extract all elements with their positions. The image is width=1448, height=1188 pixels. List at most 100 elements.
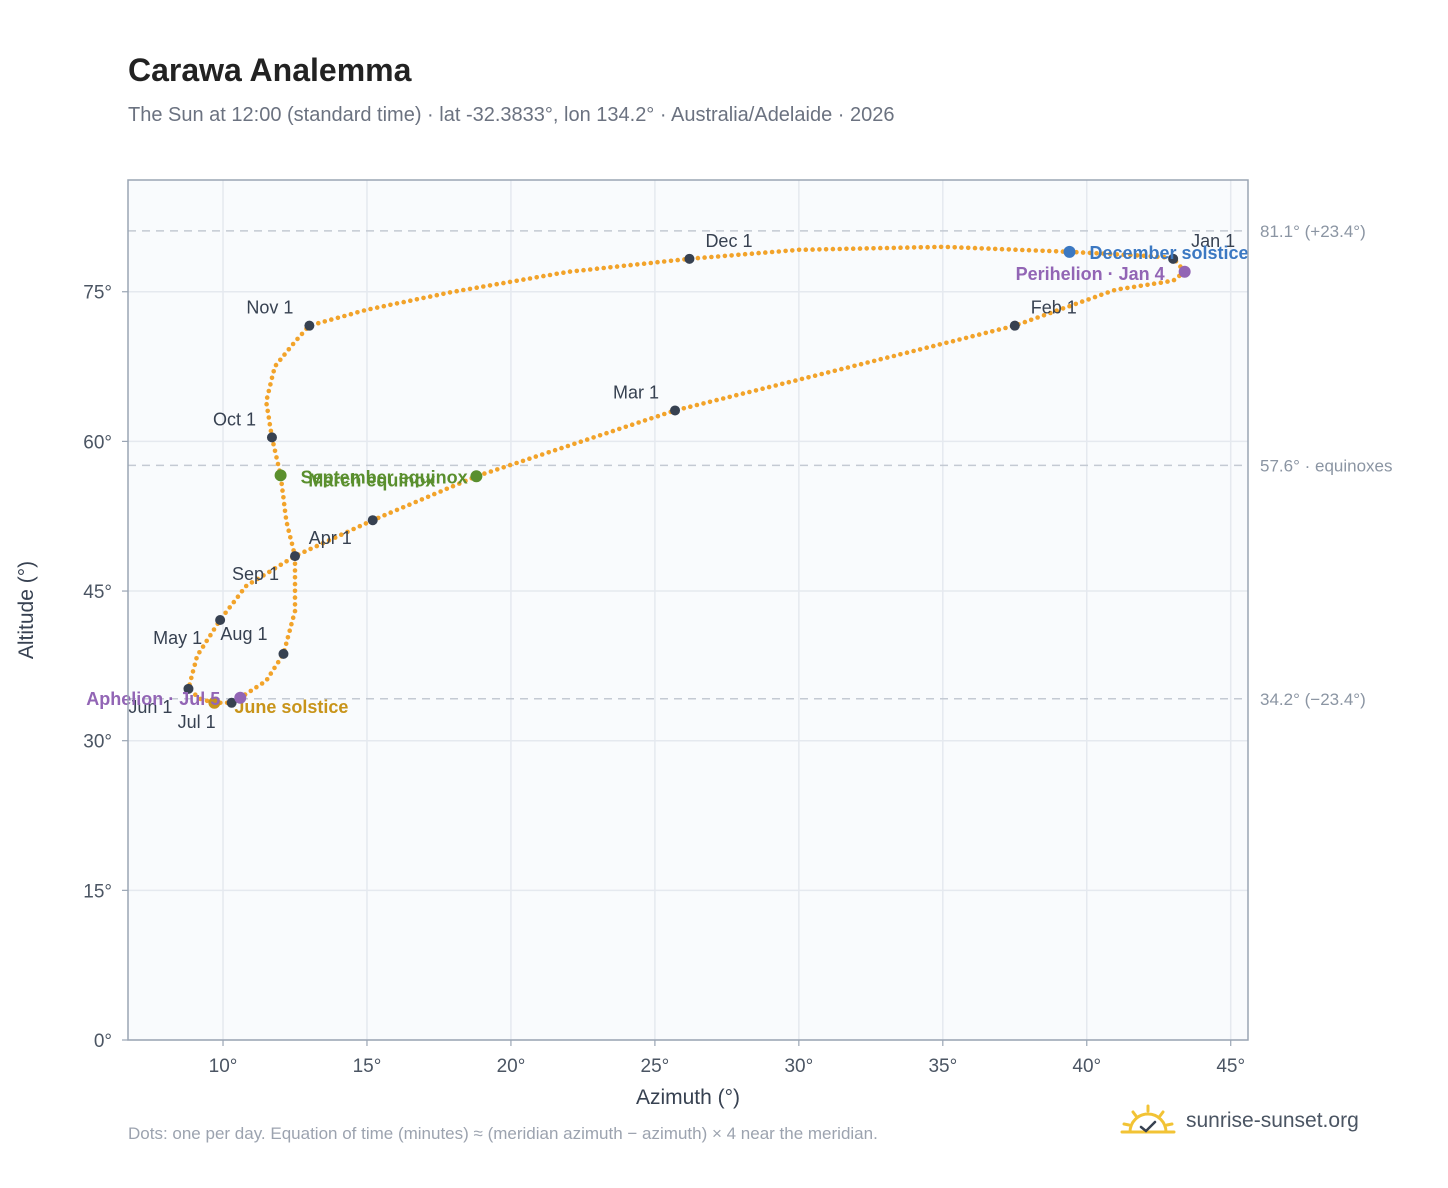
daily-sun-dot [382, 512, 387, 518]
daily-sun-dot [1107, 251, 1113, 257]
daily-sun-dot [444, 486, 450, 492]
daily-sun-dot [911, 245, 917, 250]
daily-sun-dot [924, 345, 929, 351]
daily-sun-dot [559, 445, 564, 451]
daily-sun-dot [655, 259, 660, 265]
daily-sun-dot [904, 350, 910, 356]
daily-sun-dot [715, 254, 721, 259]
daily-sun-dot [281, 495, 286, 500]
daily-sun-dot [1003, 325, 1008, 331]
daily-sun-dot [355, 310, 360, 315]
daily-sun-dot [198, 696, 203, 702]
daily-sun-dot [388, 510, 394, 515]
plot-frame [127, 179, 1249, 1041]
daily-sun-dot [681, 406, 687, 411]
x-tick-label: 40° [1072, 1056, 1101, 1077]
daily-sun-dot [481, 284, 486, 289]
daily-sun-dot [329, 317, 334, 322]
daily-sun-dot [275, 461, 281, 467]
reference-line-label: 81.1° (+23.4°) [1260, 222, 1366, 241]
daily-sun-dot [1022, 319, 1028, 325]
daily-sun-dot [292, 575, 298, 580]
daily-sun-dot [871, 358, 877, 364]
y-tick-label: 60° [83, 432, 112, 453]
x-tick-label: 15° [353, 1056, 382, 1077]
brand[interactable]: sunrise-sunset.org [1120, 1104, 1359, 1138]
plot-background [128, 180, 1248, 1040]
daily-sun-dot [769, 249, 775, 255]
daily-sun-dot [381, 303, 387, 309]
daily-sun-dot [1101, 251, 1106, 256]
daily-sun-dot [720, 396, 726, 401]
daily-sun-dot [487, 283, 493, 288]
daily-sun-dot [441, 291, 446, 297]
reference-line-label: 57.6° · equinoxes [1260, 456, 1393, 475]
daily-sun-dot [986, 246, 991, 251]
daily-sun-dot [264, 677, 270, 682]
daily-sun-dot [368, 306, 373, 312]
daily-sun-dot [223, 610, 228, 616]
daily-sun-dot [546, 450, 551, 455]
daily-sun-dot [1073, 301, 1079, 307]
daily-sun-dot [1138, 283, 1144, 289]
brand-name: sunrise-sunset.org [1186, 1109, 1359, 1132]
x-axis-label: Azimuth (°) [636, 1086, 740, 1109]
daily-sun-dot [292, 588, 298, 594]
daily-sun-dot [976, 332, 982, 337]
y-tick-label: 75° [83, 283, 112, 304]
daily-sun-dot [339, 532, 344, 537]
daily-sun-dot [636, 420, 641, 425]
daily-sun-dot [1171, 277, 1177, 283]
daily-sun-dot [272, 665, 277, 671]
daily-sun-dot [878, 356, 883, 362]
daily-sun-dot [1028, 317, 1034, 323]
daily-sun-dot [812, 373, 818, 379]
daily-sun-dot [254, 684, 259, 690]
daily-sun-dot [316, 320, 321, 326]
month-marker-dot [367, 515, 378, 526]
daily-sun-dot [917, 347, 923, 352]
daily-sun-dot [533, 454, 539, 459]
daily-sun-dot [819, 371, 824, 377]
daily-sun-dot [594, 266, 600, 272]
chart-subtitle: The Sun at 12:00 (standard time) · lat -… [128, 104, 895, 126]
daily-sun-dot [1033, 248, 1039, 253]
daily-sun-dot [610, 428, 616, 434]
daily-sun-dot [345, 529, 350, 535]
daily-sun-dot [773, 383, 778, 388]
daily-sun-dot [281, 501, 287, 507]
daily-sun-dot [302, 549, 307, 554]
month-marker-dot [1009, 320, 1020, 331]
event-dot [208, 696, 221, 709]
daily-sun-dot [661, 259, 667, 264]
daily-sun-dot [408, 298, 413, 304]
daily-sun-dot [1118, 286, 1123, 292]
daily-sun-dot [799, 376, 805, 382]
daily-sun-dot [604, 430, 609, 436]
daily-sun-dot [662, 411, 667, 417]
footer-note: Dots: one per day. Equation of time (min… [128, 1124, 878, 1143]
daily-sun-dot [534, 275, 539, 280]
daily-sun-dot [891, 245, 897, 251]
daily-sun-dot [628, 262, 633, 268]
reference-line-label: 34.2° (−23.4°) [1260, 690, 1366, 709]
daily-sun-dot [419, 497, 425, 502]
event-label: December solstice [1089, 243, 1248, 263]
daily-sun-dot [945, 244, 951, 250]
daily-sun-dot [1092, 294, 1098, 300]
daily-sun-dot [763, 250, 768, 255]
daily-sun-dot [1099, 292, 1104, 298]
daily-sun-dot [1165, 279, 1170, 284]
daily-sun-dot [621, 263, 627, 269]
x-tick-label: 25° [641, 1056, 670, 1077]
daily-sun-dot [394, 301, 400, 306]
daily-sun-dot [885, 355, 890, 360]
daily-sun-dot [279, 481, 285, 487]
month-marker-dot [278, 648, 289, 659]
daily-sun-dot [289, 621, 294, 627]
daily-sun-dot [871, 246, 876, 251]
daily-sun-dot [1053, 249, 1059, 254]
event-dot [1178, 265, 1191, 278]
month-marker-dot [215, 614, 226, 625]
